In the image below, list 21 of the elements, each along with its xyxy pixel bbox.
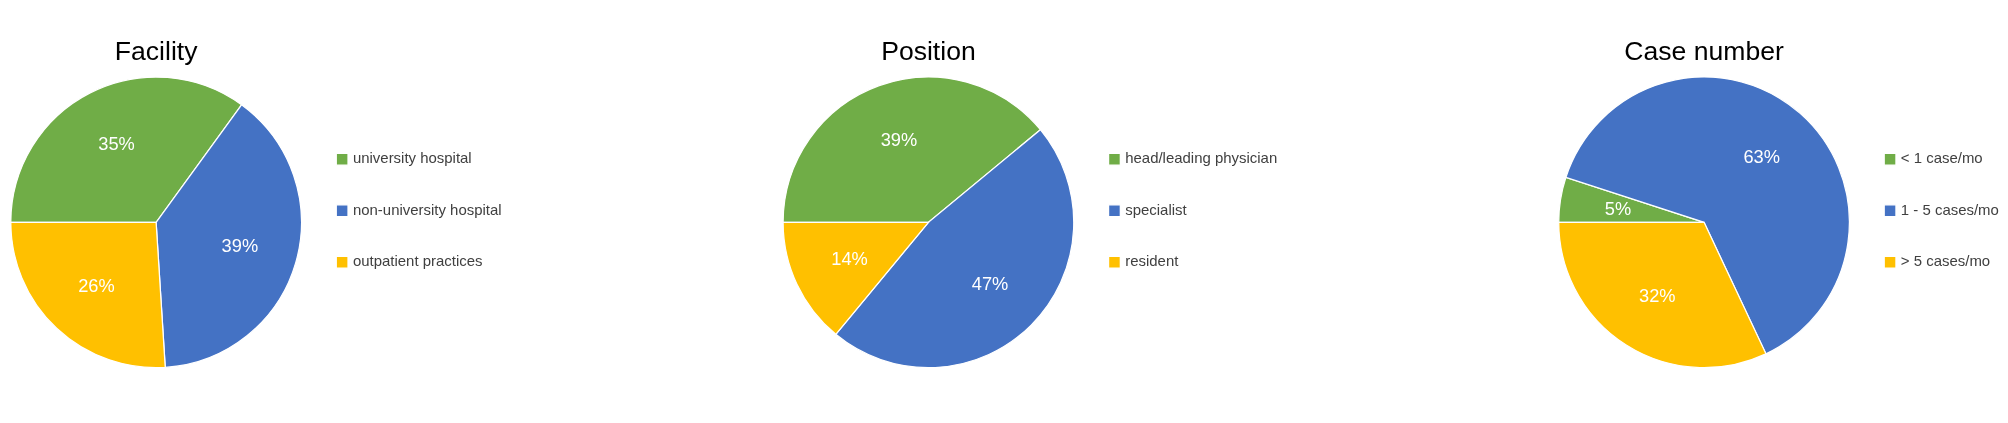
data-label: 26% [78,274,115,296]
legend-label: head/leading physician [1125,149,1278,167]
data-label: 63% [1743,145,1780,167]
chart-title: Case number [1624,36,1784,67]
legend-label: < 1 case/mo [1900,149,1983,167]
legend-label: > 5 cases/mo [1900,252,1991,270]
legend-label: outpatient practices [352,252,483,270]
data-label: 5% [1604,197,1632,219]
chart-title: Position [881,36,976,67]
chart-title: Facility [114,36,199,67]
data-label: 35% [98,133,135,155]
legend-label: non-university hospital [352,200,502,218]
legend-label: 1 - 5 cases/mo [1900,200,1999,218]
data-label: 47% [971,272,1009,294]
legend-label: specialist [1125,200,1188,218]
data-label: 39% [221,235,259,257]
data-label: 32% [1639,284,1676,306]
data-label: 39% [880,129,918,151]
data-label: 14% [831,248,868,270]
legend-label: university hospital [352,149,472,167]
legend-label: resident [1125,252,1180,270]
